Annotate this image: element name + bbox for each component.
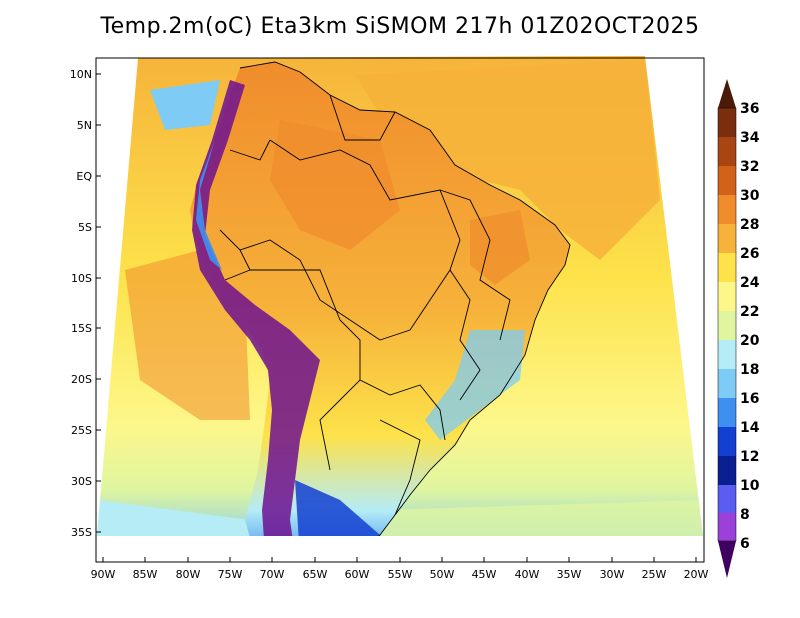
colorbar-label-30: 30 xyxy=(740,188,760,204)
lat-label-5s: 5S xyxy=(78,221,92,234)
lat-label-20s: 20S xyxy=(71,373,92,386)
lat-label-10s: 10S xyxy=(71,272,92,285)
lon-label-25w: 25W xyxy=(642,568,667,581)
latitude-axis: 10N 5N EQ 5S 10S 15S 20S 25S 30S 35S xyxy=(70,68,101,539)
lat-label-25s: 25S xyxy=(71,424,92,437)
northeast-hot-zone xyxy=(470,210,530,285)
andes-cool-edge xyxy=(196,140,222,270)
colorbar-label-34: 34 xyxy=(740,130,760,146)
colorbar-label-16: 16 xyxy=(740,391,759,407)
colorbar: 36 34 32 30 28 26 24 22 20 18 16 14 12 1… xyxy=(717,79,760,578)
colorbar-swatch-34 xyxy=(718,108,736,137)
lon-label-65w: 65W xyxy=(303,568,328,581)
lat-label-eq: EQ xyxy=(76,170,92,183)
lon-label-50w: 50W xyxy=(430,568,455,581)
andes-mountains xyxy=(192,80,320,536)
colorbar-swatch-28 xyxy=(718,195,736,224)
amazon-hot-zone xyxy=(270,120,400,250)
colorbar-label-14: 14 xyxy=(740,420,760,436)
lon-label-45w: 45W xyxy=(472,568,497,581)
patagonia-cold-zone xyxy=(295,480,380,536)
colorbar-swatch-12 xyxy=(718,427,736,456)
lon-label-20w: 20W xyxy=(684,568,709,581)
country-borders xyxy=(219,61,571,536)
colorbar-label-24: 24 xyxy=(740,275,760,291)
lat-label-35s: 35S xyxy=(71,526,92,539)
longitude-axis: 90W 85W 80W 75W 70W 65W 60W 55W 50W 45W … xyxy=(91,557,709,581)
colorbar-swatch-8 xyxy=(718,485,736,513)
colorbar-label-36: 36 xyxy=(740,101,759,117)
lon-label-80w: 80W xyxy=(176,568,201,581)
colorbar-label-6: 6 xyxy=(740,536,750,552)
colorbar-swatch-24 xyxy=(718,253,736,282)
colorbar-swatch-30 xyxy=(718,166,736,195)
colorbar-swatch-26 xyxy=(718,224,736,253)
lat-label-30s: 30S xyxy=(71,475,92,488)
colorbar-swatch-20 xyxy=(718,311,736,340)
lon-label-90w: 90W xyxy=(91,568,116,581)
colorbar-label-26: 26 xyxy=(740,246,759,262)
lon-label-60w: 60W xyxy=(345,568,370,581)
colorbar-swatch-16 xyxy=(718,369,736,398)
lat-label-15s: 15S xyxy=(71,322,92,335)
lon-label-85w: 85W xyxy=(133,568,158,581)
colorbar-swatch-18 xyxy=(718,340,736,369)
colorbar-swatch-6 xyxy=(718,513,736,541)
colorbar-label-32: 32 xyxy=(740,159,759,175)
lon-label-55w: 55W xyxy=(388,568,413,581)
colorbar-label-20: 20 xyxy=(740,333,760,349)
lon-label-40w: 40W xyxy=(515,568,540,581)
colorbar-swatch-14 xyxy=(718,398,736,427)
lon-label-30w: 30W xyxy=(600,568,625,581)
lon-label-70w: 70W xyxy=(260,568,285,581)
colorbar-swatch-10 xyxy=(718,456,736,485)
lat-label-5n: 5N xyxy=(77,119,92,132)
colorbar-label-18: 18 xyxy=(740,362,759,378)
colorbar-label-10: 10 xyxy=(740,478,760,494)
colorbar-swatch-32 xyxy=(718,137,736,166)
colorbar-label-8: 8 xyxy=(740,507,750,523)
cold-pacific-fringe xyxy=(97,500,250,536)
colorbar-label-28: 28 xyxy=(740,217,759,233)
cold-atlantic-fringe xyxy=(380,500,703,536)
colorbar-bottom-arrow xyxy=(718,541,736,578)
map-title: Temp.2m(oC) Eta3km SiSMOM 217h 01Z02OCT2… xyxy=(100,14,700,39)
lon-label-75w: 75W xyxy=(218,568,243,581)
colorbar-top-arrow xyxy=(718,79,736,108)
warm-atlantic-region xyxy=(355,60,660,260)
caribbean-cool-patch xyxy=(150,80,220,130)
colorbar-label-22: 22 xyxy=(740,304,759,320)
colorbar-swatch-22 xyxy=(718,282,736,311)
lat-label-10n: 10N xyxy=(70,68,92,81)
map-domain xyxy=(97,56,703,536)
lon-label-35w: 35W xyxy=(557,568,582,581)
colorbar-outline xyxy=(717,107,737,542)
colorbar-label-12: 12 xyxy=(740,449,759,465)
southeast-cool-zone xyxy=(425,330,525,440)
